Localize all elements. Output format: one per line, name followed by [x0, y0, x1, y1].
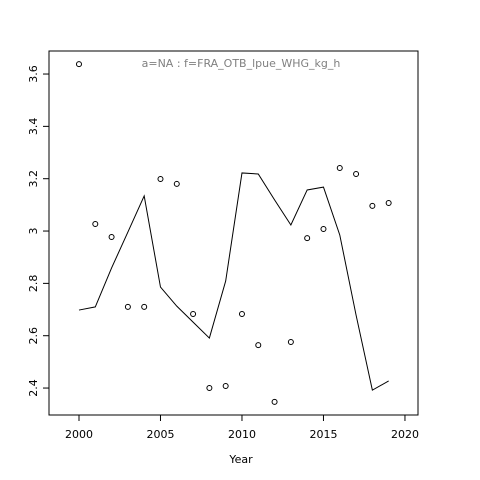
data-point: [304, 235, 311, 242]
data-point: [108, 234, 115, 241]
data-point: [206, 385, 213, 392]
y-tick-label: 3.6: [27, 65, 40, 83]
y-tick-label: 3.4: [27, 118, 40, 136]
data-line: [78, 172, 389, 391]
data-point: [75, 61, 82, 68]
y-tick-label: 2.6: [27, 327, 40, 345]
x-tick-label: 2015: [309, 428, 337, 441]
y-tick-label: 3.2: [27, 170, 40, 188]
data-point: [353, 170, 360, 177]
data-point: [173, 180, 180, 187]
chart-title: a=NA : f=FRA_OTB_lpue_WHG_kg_h: [142, 57, 341, 70]
data-point: [190, 310, 197, 317]
data-point: [92, 220, 99, 227]
data-point: [124, 303, 131, 310]
data-point: [287, 338, 294, 345]
y-tick-label: 2.8: [27, 275, 40, 293]
data-point: [238, 310, 245, 317]
plot-box: [48, 50, 419, 416]
x-tick-label: 2000: [65, 428, 93, 441]
data-point: [369, 202, 376, 209]
data-point: [157, 175, 164, 182]
data-point: [320, 225, 327, 232]
data-point: [336, 164, 343, 171]
data-point: [271, 398, 278, 405]
x-tick-label: 2010: [228, 428, 256, 441]
data-point: [385, 200, 392, 207]
y-tick-label: 2.4: [27, 379, 40, 397]
y-tick-label: 3: [27, 228, 40, 235]
x-tick-label: 2020: [391, 428, 419, 441]
x-tick-label: 2005: [146, 428, 174, 441]
x-axis-label: Year: [228, 453, 253, 466]
data-point: [255, 342, 262, 349]
data-point: [222, 382, 229, 389]
data-point: [141, 303, 148, 310]
